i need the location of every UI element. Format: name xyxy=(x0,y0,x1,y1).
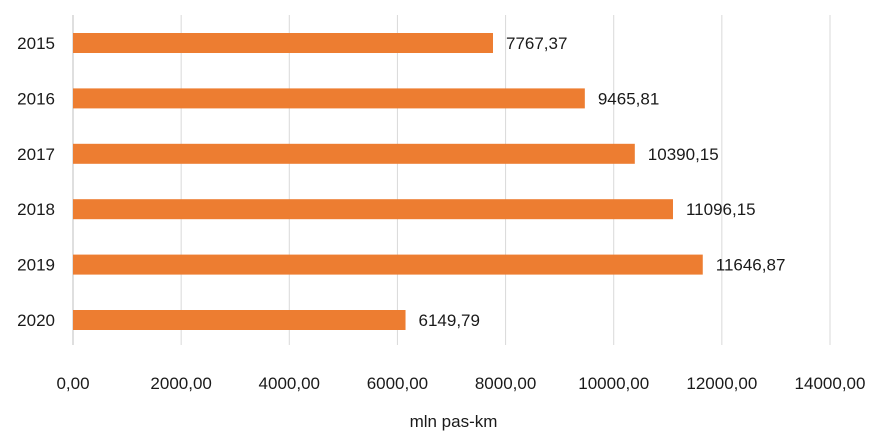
data-label: 11646,87 xyxy=(716,256,786,275)
data-label: 11096,15 xyxy=(686,200,756,219)
x-tick-label: 10000,00 xyxy=(578,374,649,393)
category-label: 2020 xyxy=(17,311,55,330)
bar-2016 xyxy=(73,88,585,109)
category-label: 2017 xyxy=(17,145,55,164)
category-label: 2018 xyxy=(17,200,55,219)
x-axis-title: mln pas-km xyxy=(410,412,498,431)
bar-2017 xyxy=(73,143,635,164)
data-label: 6149,79 xyxy=(419,311,480,330)
bar-2015 xyxy=(73,33,493,53)
bar-2019 xyxy=(73,254,703,275)
x-tick-label: 0,00 xyxy=(56,374,89,393)
category-label: 2015 xyxy=(17,34,55,53)
category-label: 2019 xyxy=(17,256,55,275)
bar-2018 xyxy=(73,199,673,220)
x-tick-label: 6000,00 xyxy=(367,374,428,393)
x-tick-label: 4000,00 xyxy=(259,374,320,393)
x-tick-label: 12000,00 xyxy=(686,374,757,393)
x-tick-label: 14000,00 xyxy=(795,374,866,393)
bar-2020 xyxy=(73,310,406,330)
data-label: 7767,37 xyxy=(506,34,567,53)
x-tick-label: 8000,00 xyxy=(475,374,536,393)
data-label: 9465,81 xyxy=(598,89,659,108)
category-label: 2016 xyxy=(17,89,55,108)
x-tick-label: 2000,00 xyxy=(150,374,211,393)
data-label: 10390,15 xyxy=(648,145,719,164)
